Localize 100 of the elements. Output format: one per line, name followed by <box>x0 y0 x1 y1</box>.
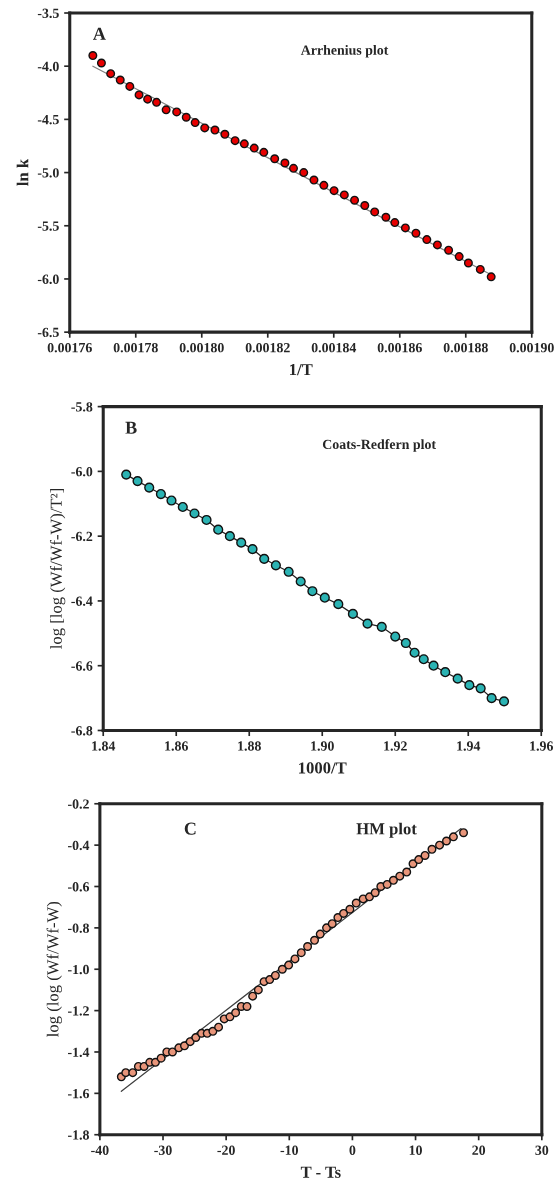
point <box>249 143 259 153</box>
point <box>464 680 475 691</box>
point <box>299 168 309 178</box>
y-tick-label: -1.0 <box>67 964 89 975</box>
point <box>190 118 200 128</box>
y-tick-label: -6.6 <box>71 661 93 671</box>
point <box>242 1001 252 1011</box>
point <box>432 240 442 250</box>
y-axis-title: ln k <box>16 158 29 186</box>
x-tick-label: 10 <box>409 1145 422 1155</box>
point <box>435 840 445 850</box>
point <box>307 586 318 597</box>
point <box>189 508 200 519</box>
point <box>319 180 329 190</box>
point <box>152 97 162 107</box>
point <box>200 123 210 133</box>
point <box>236 537 247 548</box>
point <box>381 212 391 222</box>
point <box>284 960 294 970</box>
point <box>388 875 398 885</box>
point <box>350 195 360 205</box>
y-tick-label: -1.8 <box>67 1130 90 1140</box>
y-tick-label: -1.2 <box>67 1006 89 1016</box>
y-tick-label: -6.4 <box>71 596 93 606</box>
point <box>400 637 411 649</box>
y-tick-label: -5.0 <box>37 168 59 178</box>
y-tick-label: -1.4 <box>67 1047 90 1057</box>
x-tick-label: -10 <box>280 1145 299 1155</box>
point <box>143 94 153 104</box>
point <box>376 621 387 632</box>
point <box>452 673 463 684</box>
y-tick-label: -3.5 <box>37 8 59 19</box>
x-axis-title: 1000/T <box>299 762 347 774</box>
x-tick-label: 0.00180 <box>179 342 224 353</box>
x-tick-label: 0.00178 <box>113 342 158 353</box>
point <box>270 154 280 164</box>
point <box>185 1037 195 1047</box>
point <box>360 201 370 211</box>
point <box>214 1022 224 1032</box>
point <box>277 964 287 974</box>
point <box>230 136 240 146</box>
point <box>459 828 469 838</box>
point <box>463 258 473 268</box>
x-tick-label: 0.00188 <box>443 342 488 353</box>
point <box>309 175 319 185</box>
point <box>121 1068 131 1078</box>
point <box>283 566 294 577</box>
point <box>270 970 280 980</box>
point <box>150 1057 160 1067</box>
point <box>315 929 325 939</box>
point <box>224 531 235 542</box>
x-tick-label: 1.86 <box>165 741 188 751</box>
point <box>295 576 306 587</box>
y-tick-label: -0.8 <box>67 923 90 933</box>
point <box>88 51 98 61</box>
point <box>454 252 464 262</box>
point <box>121 469 132 480</box>
annotation: B <box>125 421 137 434</box>
point <box>390 631 401 642</box>
point <box>280 158 290 168</box>
point <box>370 207 380 217</box>
x-tick-label: 1.90 <box>311 741 334 751</box>
point <box>155 488 166 500</box>
point <box>231 1008 241 1018</box>
point <box>106 69 116 79</box>
x-tick-label: 0.00186 <box>377 342 422 353</box>
point <box>239 139 249 149</box>
y-axis-title: log [log (Wf/Wf-W)/T²] <box>49 489 66 649</box>
y-axis-title: log (log (Wf/Wf-W) <box>46 901 62 1037</box>
annotation: A <box>93 27 106 40</box>
y-tick-label: -4.5 <box>37 115 59 125</box>
point <box>144 482 155 493</box>
point <box>448 832 458 842</box>
y-tick-label: -6.0 <box>71 466 93 477</box>
x-tick-label: 1.84 <box>92 741 116 751</box>
point <box>259 553 270 564</box>
point <box>486 693 497 704</box>
point <box>310 935 320 945</box>
point <box>296 948 306 958</box>
point <box>347 608 358 619</box>
x-axis-title: 1/T <box>290 364 313 376</box>
annotation: HM plot <box>356 822 417 838</box>
point <box>441 836 451 846</box>
point <box>270 560 281 571</box>
point <box>345 904 355 914</box>
point <box>161 105 171 115</box>
point <box>210 125 220 135</box>
x-tick-label: 1.96 <box>530 741 554 751</box>
point <box>213 524 224 535</box>
y-tick-label: -0.2 <box>67 799 89 809</box>
point <box>181 112 191 122</box>
y-tick-label: -6.2 <box>71 531 93 542</box>
point <box>125 81 135 91</box>
point <box>177 501 188 513</box>
point <box>414 855 424 865</box>
point <box>329 186 339 196</box>
y-tick-label: -6.8 <box>71 726 93 736</box>
x-tick-label: 0 <box>349 1145 356 1155</box>
x-tick-label: 1.88 <box>238 741 261 751</box>
point <box>265 975 275 985</box>
